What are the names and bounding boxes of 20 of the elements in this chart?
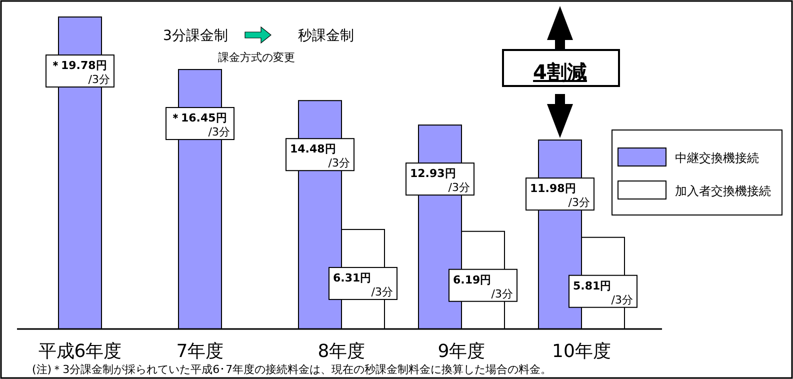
- x-tick-label: 8年度: [318, 341, 366, 362]
- legend-label: 中継交換機接続: [675, 151, 759, 165]
- data-label: 14.48円 /3分: [290, 142, 350, 170]
- data-label: 5.81円 /3分: [573, 279, 633, 306]
- annotation: 3分課金制: [163, 28, 228, 44]
- annotation: 課金方式の変更: [218, 51, 295, 64]
- annotation: 秒課金制: [298, 28, 354, 44]
- x-tick-label: 10年度: [552, 341, 611, 362]
- legend-label: 加入者交換機接続: [675, 184, 771, 198]
- annotation: 4割減: [533, 60, 587, 84]
- data-label: 12.93円 /3分: [410, 167, 470, 194]
- x-tick-label: 平成6年度: [38, 341, 122, 362]
- data-label: 6.31円 /3分: [333, 271, 393, 298]
- data-label: 11.98円 /3分: [530, 182, 590, 210]
- text: (注)＊3分課金制が採られていた平成6･7年度の接続料金は、現在の秒課金制料金に換算した場合の料金。: [32, 363, 552, 376]
- x-tick-label: 9年度: [438, 341, 486, 362]
- data-label: ＊16.45円 /3分: [170, 112, 230, 139]
- data-label: 6.19円 /3分: [453, 273, 513, 300]
- x-tick-label: 7年度: [176, 341, 224, 362]
- data-label: ＊19.78円 /3分: [50, 59, 110, 86]
